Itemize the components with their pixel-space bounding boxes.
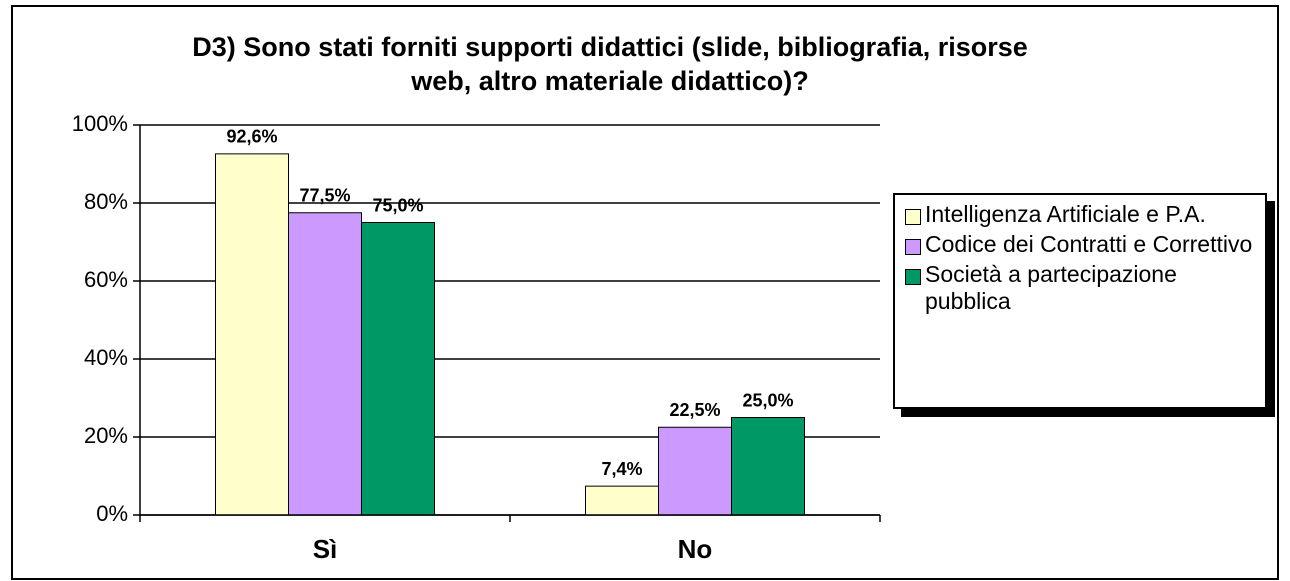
x-tick-label: Sì — [313, 534, 338, 564]
legend-label: Intelligenza Artificiale e P.A. — [925, 201, 1206, 227]
bar — [361, 222, 435, 516]
value-label: 25,0% — [742, 390, 793, 410]
chart-border — [11, 5, 1279, 580]
chart-title: D3) Sono stati forniti supporti didattic… — [192, 32, 1028, 96]
legend-entry: Codice dei Contratti e Correttivo — [905, 231, 1257, 258]
y-tick-label: 0% — [96, 501, 128, 526]
legend-entry: Intelligenza Artificiale e P.A. — [905, 201, 1257, 228]
value-label: 22,5% — [669, 400, 720, 420]
bar — [658, 426, 732, 516]
y-tick-label: 80% — [84, 189, 128, 214]
x-tick-label: No — [678, 534, 713, 564]
legend-swatch — [905, 239, 921, 255]
legend-swatch — [905, 209, 921, 225]
bar — [215, 153, 289, 516]
bar — [731, 417, 805, 516]
value-label: 77,5% — [299, 186, 350, 206]
value-label: 92,6% — [226, 127, 277, 147]
y-tick-label: 100% — [72, 111, 128, 136]
value-label: 75,0% — [372, 195, 423, 215]
legend-label: Società a partecipazione pubblica — [925, 261, 1177, 314]
value-label: 7,4% — [601, 459, 642, 479]
y-tick-label: 60% — [84, 267, 128, 292]
legend-swatch — [905, 269, 921, 285]
y-tick-label: 20% — [84, 423, 128, 448]
bar — [288, 212, 362, 516]
bar — [585, 485, 659, 516]
legend: Intelligenza Artificiale e P.A. Codice de… — [893, 193, 1267, 409]
legend-entry: Società a partecipazione pubblica — [905, 261, 1257, 315]
legend-label: Codice dei Contratti e Correttivo — [925, 231, 1253, 257]
y-tick-label: 40% — [84, 345, 128, 370]
